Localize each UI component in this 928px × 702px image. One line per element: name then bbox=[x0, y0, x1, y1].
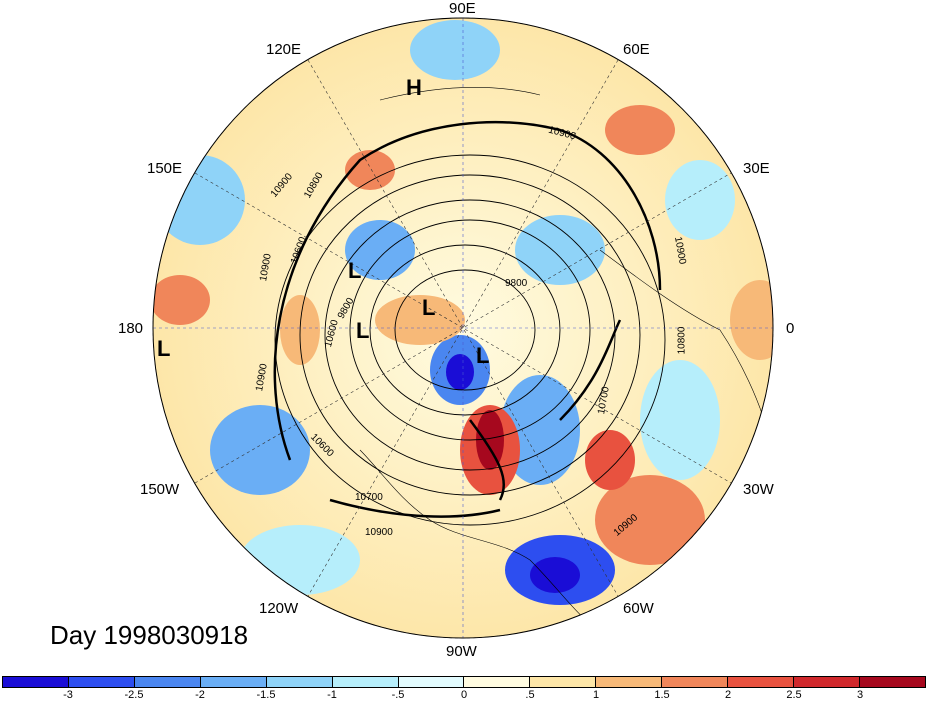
anomaly-field bbox=[153, 18, 773, 638]
colorbar bbox=[2, 676, 926, 688]
lon-label-30e: 30E bbox=[743, 160, 770, 177]
colorbar-tick-label: 1 bbox=[592, 689, 600, 701]
colorbar-swatch bbox=[134, 677, 201, 687]
lon-label-180: 180 bbox=[118, 320, 144, 337]
low-pressure-marker: L bbox=[356, 318, 370, 343]
colorbar-tick-label: 2.5 bbox=[786, 689, 802, 701]
colorbar-swatch bbox=[596, 677, 663, 687]
colorbar-tick-label: -2.5 bbox=[124, 689, 144, 701]
lon-label-120e: 120E bbox=[266, 41, 302, 58]
contour-label: 10800 bbox=[676, 326, 688, 355]
contour-label: 10700 bbox=[355, 492, 383, 503]
colorbar-swatch bbox=[332, 677, 399, 687]
colorbar-tick-label: 1.5 bbox=[654, 689, 670, 701]
colorbar-tick-label: 3 bbox=[856, 689, 864, 701]
map-boundary bbox=[152, 17, 774, 639]
colorbar-swatch bbox=[728, 677, 795, 687]
lon-label-60e: 60E bbox=[623, 41, 650, 58]
colorbar-swatch bbox=[398, 677, 465, 687]
colorbar-swatch bbox=[662, 677, 729, 687]
low-pressure-marker: L bbox=[348, 258, 362, 283]
colorbar-swatch bbox=[3, 677, 69, 687]
colorbar-swatch bbox=[464, 677, 531, 687]
colorbar-swatch bbox=[794, 677, 860, 687]
colorbar-tick-label: -2 bbox=[195, 689, 205, 701]
colorbar-tick-label: -1 bbox=[327, 689, 337, 701]
colorbar-tick-label: -3 bbox=[63, 689, 73, 701]
lon-label-60w: 60W bbox=[623, 600, 654, 617]
contour-label: 9800 bbox=[505, 278, 528, 289]
lon-label-150e: 150E bbox=[147, 160, 183, 177]
lon-label-0: 0 bbox=[786, 320, 795, 337]
lon-label-120w: 120W bbox=[259, 600, 299, 617]
colorbar-tick-label: 2 bbox=[724, 689, 732, 701]
low-pressure-marker: L bbox=[422, 295, 436, 320]
lon-label-90w: 90W bbox=[446, 643, 477, 660]
colorbar-tick-label: -.5 bbox=[391, 689, 405, 701]
colorbar-tick-label: -1.5 bbox=[256, 689, 276, 701]
low-pressure-marker: L bbox=[476, 343, 490, 368]
contour-label: 10900 bbox=[365, 527, 393, 538]
colorbar-tick-label: .5 bbox=[525, 689, 535, 701]
lon-label-30w: 30W bbox=[743, 481, 774, 498]
lon-label-90e: 90E bbox=[449, 0, 476, 17]
colorbar-swatch bbox=[859, 677, 925, 687]
colorbar-swatch bbox=[266, 677, 333, 687]
day-label: Day 1998030918 bbox=[50, 620, 249, 650]
low-pressure-marker: L bbox=[157, 336, 171, 361]
lon-label-150w: 150W bbox=[140, 481, 180, 498]
high-pressure-marker: H bbox=[406, 75, 422, 100]
colorbar-swatch bbox=[200, 677, 267, 687]
colorbar-swatch bbox=[68, 677, 135, 687]
colorbar-swatch bbox=[530, 677, 597, 687]
colorbar-tick-label: 0 bbox=[460, 689, 468, 701]
